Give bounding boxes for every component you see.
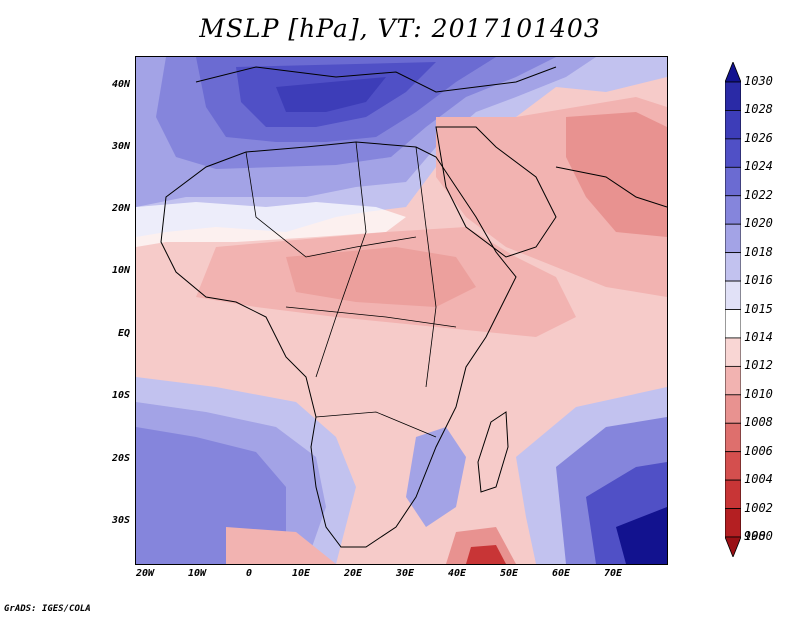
colorbar-swatch <box>725 337 741 367</box>
colorbar-cap-top <box>725 62 741 83</box>
colorbar-label: 1026 <box>744 130 773 145</box>
colorbar-label: 1006 <box>744 443 773 458</box>
lat-label: 40N <box>111 79 130 90</box>
colorbar-swatch <box>725 252 741 282</box>
colorbar-label: 1015 <box>744 301 773 316</box>
lon-label: 40E <box>447 568 467 579</box>
colorbar-cap-bottom <box>725 536 741 557</box>
colorbar-label: 1016 <box>744 273 773 288</box>
colorbar-label: 1020 <box>744 216 773 231</box>
colorbar-swatch <box>725 110 741 140</box>
colorbar-swatch <box>725 394 741 424</box>
colorbar-swatch <box>725 81 741 111</box>
colorbar <box>725 62 741 557</box>
colorbar-swatch <box>725 166 741 197</box>
lat-label: 30N <box>111 141 130 152</box>
colorbar-swatch <box>725 280 741 310</box>
colorbar-label: 1000 <box>744 529 773 543</box>
pressure-field <box>136 57 667 564</box>
lon-label: 10W <box>187 568 207 579</box>
colorbar-swatch <box>725 365 741 396</box>
colorbar-label: 1010 <box>744 386 773 401</box>
colorbar-label: 1014 <box>744 329 773 344</box>
map-title: MSLP [hPa], VT: 2017101403 <box>199 14 601 43</box>
colorbar-label: 998 <box>744 529 766 543</box>
credit-text: GrADS: IGES/COLA <box>4 604 91 614</box>
colorbar-label: 1024 <box>744 159 773 174</box>
lon-label: 0 <box>245 568 253 579</box>
colorbar-swatch <box>725 422 741 453</box>
lat-label: 30S <box>111 515 130 526</box>
colorbar-label: 1028 <box>744 102 773 117</box>
lon-label: 30E <box>395 568 415 579</box>
colorbar-swatch <box>725 223 741 254</box>
colorbar-label: 1008 <box>744 415 773 430</box>
colorbar-label: 1030 <box>744 74 773 88</box>
colorbar-label: 1004 <box>744 472 773 487</box>
colorbar-label: 1018 <box>744 244 773 259</box>
lon-label: 10E <box>291 568 311 579</box>
lon-label: 70E <box>603 568 623 579</box>
lat-label: EQ <box>117 328 130 339</box>
colorbar-label: 1002 <box>744 500 773 515</box>
lon-label: 50E <box>499 568 519 579</box>
lon-label: 20E <box>343 568 363 579</box>
colorbar-swatch <box>725 451 741 481</box>
colorbar-swatch <box>725 309 741 339</box>
lat-label: 10S <box>111 390 130 401</box>
colorbar-label: 1022 <box>744 187 773 202</box>
colorbar-swatch <box>725 138 741 168</box>
colorbar-swatch <box>725 479 741 509</box>
colorbar-label: 1012 <box>744 358 773 373</box>
lon-label: 20W <box>135 568 155 579</box>
lat-label: 20N <box>111 203 130 214</box>
colorbar-swatch <box>725 195 741 225</box>
lat-label: 20S <box>111 453 130 464</box>
lon-label: 60E <box>551 568 571 579</box>
mslp-map <box>135 56 668 565</box>
lat-label: 10N <box>111 265 130 276</box>
colorbar-swatch <box>725 508 741 538</box>
